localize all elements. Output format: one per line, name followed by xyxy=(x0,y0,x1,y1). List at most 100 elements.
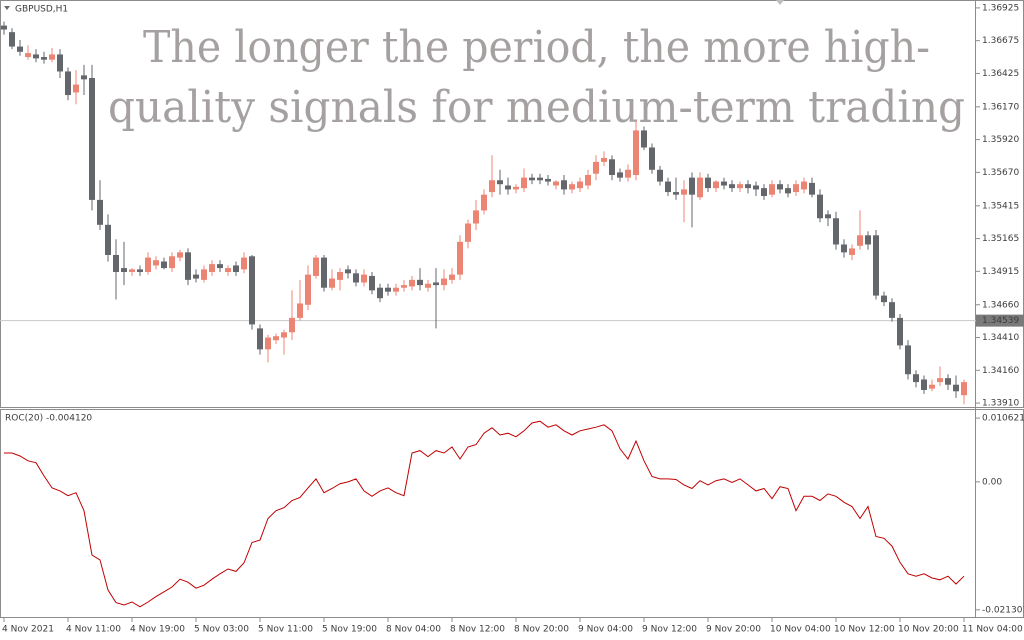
candle-body xyxy=(569,184,575,190)
chart-shift-marker xyxy=(776,0,784,5)
candle-body xyxy=(97,199,103,225)
candle-body xyxy=(89,78,95,200)
candle-body xyxy=(657,169,663,182)
candle-body xyxy=(897,317,903,346)
x-tick-label: 11 Nov 04:00 xyxy=(962,625,1023,635)
candle-body xyxy=(513,186,519,190)
candle-body xyxy=(833,218,839,245)
candle-body xyxy=(137,269,143,272)
price-label: 1.34539 xyxy=(982,316,1019,326)
candle-body xyxy=(881,295,887,303)
candle-body xyxy=(841,244,847,253)
y-tick-label: 1.33910 xyxy=(982,399,1019,409)
candle-body xyxy=(337,272,343,280)
candle-body xyxy=(145,257,151,272)
candle-body xyxy=(369,275,375,291)
candle-body xyxy=(609,159,615,176)
candle-body xyxy=(785,188,791,194)
x-tick-label: 8 Nov 04:00 xyxy=(386,625,441,635)
candle-body xyxy=(577,181,583,189)
x-tick-label: 4 Nov 2021 xyxy=(2,625,54,635)
y-tick-label: 1.36170 xyxy=(982,102,1019,112)
candle-body xyxy=(81,75,87,80)
candle-body xyxy=(585,175,591,186)
candle-body xyxy=(361,274,367,283)
candle-body xyxy=(641,130,647,148)
candle-body xyxy=(41,57,47,60)
y-tick-label: 1.34660 xyxy=(982,300,1019,310)
candle-body xyxy=(601,157,607,162)
candle-body xyxy=(953,384,959,392)
candle-body xyxy=(273,336,279,341)
candle-body xyxy=(377,287,383,299)
candle-body xyxy=(473,210,479,224)
candle-body xyxy=(857,235,863,246)
candle-body xyxy=(625,169,631,178)
candle-body xyxy=(817,194,823,219)
candle-body xyxy=(249,256,255,325)
candle-body xyxy=(529,177,535,181)
candle-body xyxy=(289,317,295,333)
candle-body xyxy=(793,184,799,193)
candle-body xyxy=(33,54,39,59)
candle-body xyxy=(201,269,207,280)
candle-body xyxy=(673,192,679,195)
price-label-box xyxy=(976,314,1024,327)
candle-body xyxy=(409,279,415,287)
symbol-menu-arrow[interactable] xyxy=(4,6,10,10)
candle-body xyxy=(9,32,15,47)
x-tick-label: 5 Nov 03:00 xyxy=(194,625,249,635)
candle-body xyxy=(257,328,263,350)
candle-body xyxy=(905,345,911,375)
candle-body xyxy=(945,378,951,385)
x-tick-label: 5 Nov 19:00 xyxy=(322,625,377,635)
candle-body xyxy=(217,264,223,269)
annotation-line: The longer the period, the more high- xyxy=(143,22,930,73)
candle-body xyxy=(889,302,895,318)
candle-body xyxy=(433,282,439,286)
candle-body xyxy=(593,161,599,174)
candle-body xyxy=(105,224,111,255)
candle-body xyxy=(873,235,879,296)
y-tick-label: 1.34160 xyxy=(982,366,1019,376)
candle-body xyxy=(737,184,743,189)
candle-body xyxy=(65,71,71,96)
candle-body xyxy=(849,248,855,255)
roc-line xyxy=(4,420,965,608)
y-tick-label: 1.35920 xyxy=(982,135,1019,145)
indicator-title: ROC(20) -0.004120 xyxy=(5,414,92,424)
candle-body xyxy=(913,374,919,383)
candle-body xyxy=(321,257,327,288)
y-tick-label: 1.34410 xyxy=(982,333,1019,343)
candle-body xyxy=(401,285,407,288)
candle-body xyxy=(929,384,935,389)
y-tick-label: 1.35415 xyxy=(982,201,1019,211)
candle-body xyxy=(937,378,943,383)
candle-body xyxy=(921,379,927,390)
candle-body xyxy=(633,130,639,176)
candle-body xyxy=(801,181,807,190)
candle-body xyxy=(345,269,351,274)
candle-body xyxy=(961,382,967,396)
candle-body xyxy=(505,185,511,190)
candle-body xyxy=(721,181,727,186)
x-tick-label: 8 Nov 12:00 xyxy=(450,625,505,635)
y-tick-label: 1.34915 xyxy=(982,267,1019,277)
candle-body xyxy=(161,261,167,269)
candle-body xyxy=(129,269,135,272)
candle-body xyxy=(233,265,239,272)
candle-body xyxy=(153,260,159,266)
candle-body xyxy=(49,54,55,60)
candle-body xyxy=(121,268,127,272)
x-tick-label: 5 Nov 11:00 xyxy=(258,625,313,635)
candle-body xyxy=(713,181,719,189)
candle-body xyxy=(393,287,399,292)
candle-body xyxy=(753,185,759,190)
candle-body xyxy=(561,180,567,190)
x-tick-label: 9 Nov 12:00 xyxy=(642,625,697,635)
candle-body xyxy=(425,283,431,288)
annotation-line: quality signals for medium-term trading xyxy=(108,82,965,133)
candle-body xyxy=(481,194,487,211)
y-tick-label: 0.00 xyxy=(982,477,1002,487)
